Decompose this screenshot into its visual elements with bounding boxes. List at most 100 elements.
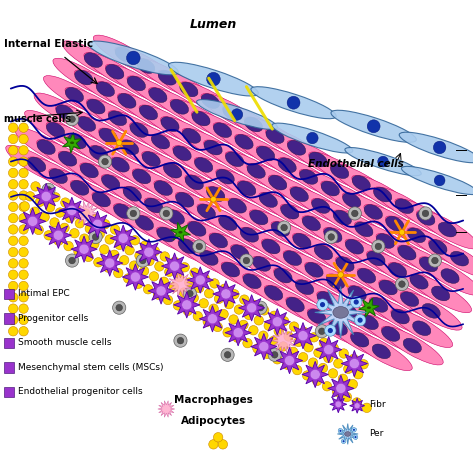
Polygon shape xyxy=(161,253,188,279)
Circle shape xyxy=(81,209,90,218)
Ellipse shape xyxy=(281,204,299,219)
Ellipse shape xyxy=(441,269,459,283)
Circle shape xyxy=(339,430,342,432)
Ellipse shape xyxy=(327,274,345,289)
Ellipse shape xyxy=(139,105,157,120)
Ellipse shape xyxy=(400,292,462,330)
Ellipse shape xyxy=(235,135,253,149)
Ellipse shape xyxy=(173,146,191,161)
Ellipse shape xyxy=(161,117,179,132)
Ellipse shape xyxy=(182,128,201,143)
Ellipse shape xyxy=(230,245,292,283)
Circle shape xyxy=(218,439,228,449)
Circle shape xyxy=(200,273,209,283)
Ellipse shape xyxy=(206,186,268,225)
Circle shape xyxy=(100,245,109,254)
Circle shape xyxy=(343,440,345,442)
Ellipse shape xyxy=(68,134,86,149)
Ellipse shape xyxy=(252,256,314,295)
Ellipse shape xyxy=(188,221,206,236)
Circle shape xyxy=(69,116,75,122)
Circle shape xyxy=(428,254,441,267)
Ellipse shape xyxy=(286,297,347,336)
Circle shape xyxy=(231,109,243,120)
Circle shape xyxy=(317,299,328,310)
Ellipse shape xyxy=(401,292,419,307)
Circle shape xyxy=(19,146,28,155)
Ellipse shape xyxy=(262,239,323,277)
Ellipse shape xyxy=(376,233,438,272)
Ellipse shape xyxy=(89,146,151,184)
Ellipse shape xyxy=(314,245,376,283)
Circle shape xyxy=(19,180,28,189)
Circle shape xyxy=(307,132,318,144)
Circle shape xyxy=(155,262,164,271)
Text: Internal Elastic: Internal Elastic xyxy=(4,39,93,49)
Circle shape xyxy=(65,113,79,126)
Circle shape xyxy=(100,219,110,229)
Ellipse shape xyxy=(302,216,320,231)
Ellipse shape xyxy=(200,251,218,265)
Ellipse shape xyxy=(178,238,240,277)
Circle shape xyxy=(127,51,140,65)
Ellipse shape xyxy=(386,216,404,231)
Ellipse shape xyxy=(106,64,124,79)
Polygon shape xyxy=(63,132,82,153)
Circle shape xyxy=(163,210,170,217)
Ellipse shape xyxy=(157,227,175,242)
Circle shape xyxy=(239,320,248,329)
Ellipse shape xyxy=(228,199,246,213)
Ellipse shape xyxy=(379,280,397,295)
Ellipse shape xyxy=(412,321,431,336)
Circle shape xyxy=(243,257,250,264)
Ellipse shape xyxy=(346,239,364,254)
Circle shape xyxy=(353,435,358,439)
Ellipse shape xyxy=(96,82,158,120)
Circle shape xyxy=(341,439,346,444)
Ellipse shape xyxy=(71,181,89,195)
Circle shape xyxy=(130,236,140,245)
Ellipse shape xyxy=(348,286,410,324)
Circle shape xyxy=(19,123,28,132)
Circle shape xyxy=(120,230,130,240)
Ellipse shape xyxy=(154,181,216,219)
Ellipse shape xyxy=(329,321,347,336)
Circle shape xyxy=(299,353,308,362)
Circle shape xyxy=(335,401,342,408)
Ellipse shape xyxy=(357,268,376,283)
Circle shape xyxy=(40,212,49,222)
Ellipse shape xyxy=(398,245,459,283)
Ellipse shape xyxy=(333,210,351,225)
Ellipse shape xyxy=(429,240,447,255)
Circle shape xyxy=(234,305,244,314)
Circle shape xyxy=(19,281,28,291)
Text: Per: Per xyxy=(369,429,383,438)
Circle shape xyxy=(69,257,75,264)
Ellipse shape xyxy=(158,70,220,109)
Ellipse shape xyxy=(80,163,142,201)
Circle shape xyxy=(145,256,154,266)
Circle shape xyxy=(27,216,38,226)
Ellipse shape xyxy=(265,128,328,167)
Circle shape xyxy=(324,345,334,355)
Ellipse shape xyxy=(245,117,263,132)
Circle shape xyxy=(274,327,283,336)
Ellipse shape xyxy=(355,222,416,260)
Ellipse shape xyxy=(345,432,351,436)
Circle shape xyxy=(91,214,100,223)
Circle shape xyxy=(182,300,192,310)
Circle shape xyxy=(268,348,281,361)
Ellipse shape xyxy=(329,320,391,359)
Ellipse shape xyxy=(314,245,333,260)
Circle shape xyxy=(9,134,18,144)
Circle shape xyxy=(359,360,368,369)
Ellipse shape xyxy=(287,140,349,179)
Ellipse shape xyxy=(309,152,327,167)
Circle shape xyxy=(249,326,258,335)
Circle shape xyxy=(163,295,173,305)
Ellipse shape xyxy=(237,181,256,196)
Ellipse shape xyxy=(228,198,290,237)
Circle shape xyxy=(19,168,28,178)
Ellipse shape xyxy=(93,35,155,73)
Circle shape xyxy=(289,322,299,331)
